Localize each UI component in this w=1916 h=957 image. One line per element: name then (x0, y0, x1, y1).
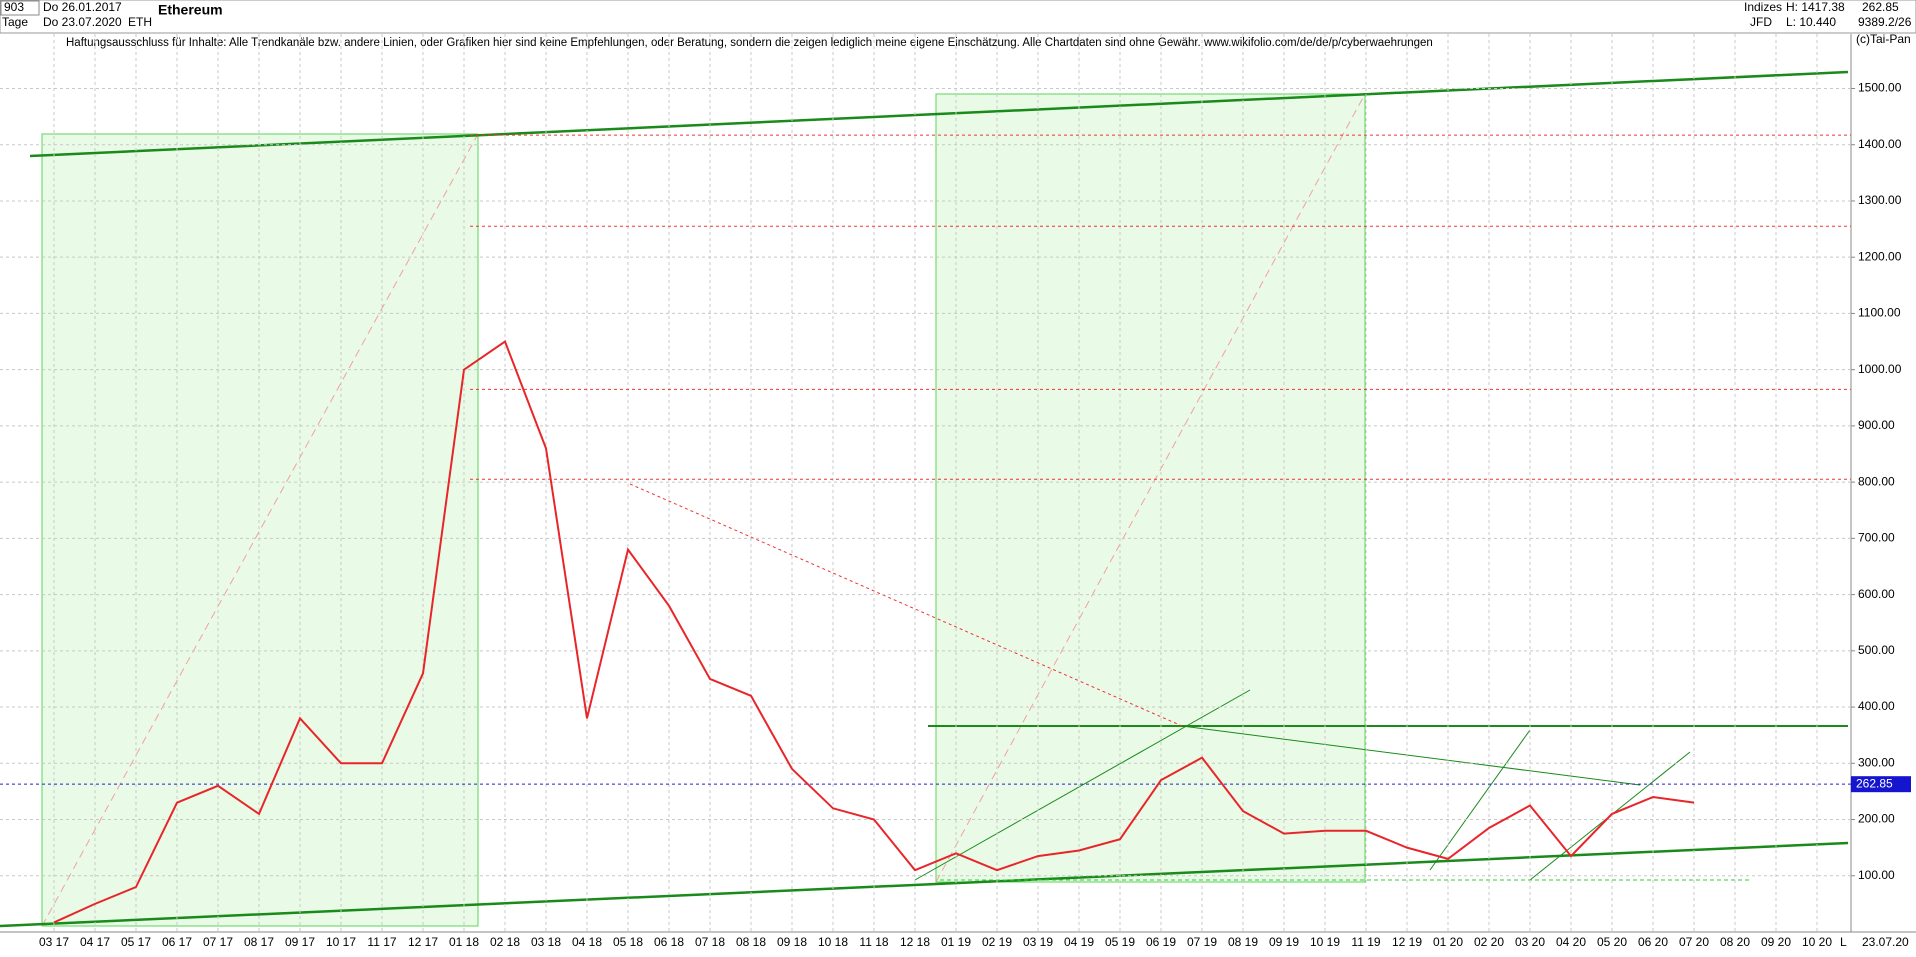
x-tick-label: 10 17 (326, 935, 356, 949)
y-tick-label: 600.00 (1858, 587, 1895, 601)
high: H: 1417.38 (1786, 0, 1845, 14)
x-tick-label: 07 19 (1187, 935, 1217, 949)
x-tick-label: 11 19 (1351, 935, 1380, 949)
id: 903 (4, 0, 24, 14)
last-price-box (1851, 776, 1911, 793)
x-tick-label: 04 20 (1556, 935, 1586, 949)
end-date: Do 23.07.2020 (43, 15, 122, 29)
x-tick-label: 05 19 (1105, 935, 1135, 949)
broker: JFD (1750, 15, 1772, 29)
axis-date: 23.07.20 (1862, 935, 1909, 949)
plot (0, 70, 1849, 928)
x-tick-label: 12 18 (900, 935, 930, 949)
x-tick-label: 06 19 (1146, 935, 1176, 949)
low: L: 10.440 (1786, 15, 1836, 29)
last-price-label: 262.85 (1856, 776, 1893, 790)
x-tick-label: 03 20 (1515, 935, 1545, 949)
x-tick-label: 01 19 (941, 935, 971, 949)
y-tick-label: 900.00 (1858, 418, 1895, 432)
header-bar (0, 0, 1916, 34)
trend-channel (0, 841, 1849, 928)
x-tick-label: 12 19 (1392, 935, 1422, 949)
trend-line (914, 689, 1251, 881)
x-tick-label: 12 17 (408, 935, 438, 949)
y-tick-label: 300.00 (1858, 755, 1895, 769)
start-date: Do 26.01.2017 (43, 0, 122, 14)
x-tick-label: 11 17 (367, 935, 396, 949)
x-tick-label: 05 20 (1597, 935, 1627, 949)
x-tick-label: 08 17 (244, 935, 274, 949)
group: Indizes (1744, 0, 1782, 14)
x-tick-label: 03 17 (39, 935, 69, 949)
trend-channel (29, 70, 1849, 158)
volume: 9389.2/26 (1858, 15, 1912, 29)
x-tick-label: 08 18 (736, 935, 766, 949)
x-tick-label: 02 18 (490, 935, 520, 949)
axis-mode: L (1840, 935, 1847, 949)
y-tick-label: 500.00 (1858, 643, 1895, 657)
y-tick-label: 200.00 (1858, 812, 1895, 826)
x-tick-label: 06 17 (162, 935, 192, 949)
x-tick-label: 08 20 (1720, 935, 1750, 949)
y-tick-label: 1000.00 (1858, 362, 1902, 376)
x-tick-label: 10 18 (818, 935, 848, 949)
x-tick-label: 10 20 (1802, 935, 1832, 949)
x-tick-label: 07 17 (203, 935, 233, 949)
instrument-name: Ethereum (158, 2, 223, 18)
y-tick-label: 800.00 (1858, 474, 1895, 488)
y-tick-label: 1200.00 (1858, 249, 1902, 263)
y-tick-label: 1100.00 (1858, 306, 1901, 320)
disclaimer: Haftungsausschluss für Inhalte: Alle Tre… (66, 37, 1433, 49)
trend-line (629, 483, 1183, 727)
diagonal (41, 133, 479, 927)
x-tick-label: 04 17 (80, 935, 110, 949)
x-tick-label: 09 18 (777, 935, 807, 949)
y-tick-label: 400.00 (1858, 699, 1895, 713)
x-tick-label: 04 19 (1064, 935, 1094, 949)
x-tick-label: 06 18 (654, 935, 684, 949)
x-tick-label: 01 20 (1433, 935, 1463, 949)
x-tick-label: 09 17 (285, 935, 315, 949)
x-tick-label: 01 18 (449, 935, 479, 949)
x-tick-label: 09 20 (1761, 935, 1791, 949)
x-tick-label: 05 17 (121, 935, 151, 949)
x-tick-label: 03 18 (531, 935, 561, 949)
y-tick-label: 1500.00 (1858, 81, 1902, 95)
x-tick-label: 02 20 (1474, 935, 1504, 949)
y-tick-label: 700.00 (1858, 531, 1895, 545)
y-tick-label: 1400.00 (1858, 137, 1902, 151)
period: Tage (2, 15, 28, 29)
trend-line (1429, 729, 1531, 871)
diagonal (935, 93, 1366, 883)
trend-line (1181, 725, 1641, 786)
x-tick-label: 04 18 (572, 935, 602, 949)
x-tick-label: 05 18 (613, 935, 643, 949)
x-tick-label: 03 19 (1023, 935, 1053, 949)
symbol: ETH (128, 15, 152, 29)
x-tick-label: 07 18 (695, 935, 725, 949)
x-tick-label: 06 20 (1638, 935, 1668, 949)
x-tick-label: 10 19 (1310, 935, 1340, 949)
x-tick-label: 02 19 (982, 935, 1012, 949)
price-line (53, 339, 1695, 924)
id-box[interactable] (0, 0, 40, 16)
x-tick-label: 08 19 (1228, 935, 1258, 949)
x-tick-label: 11 18 (859, 935, 888, 949)
y-tick-label: 100.00 (1858, 868, 1895, 882)
x-tick-label: 07 20 (1679, 935, 1709, 949)
last: 262.85 (1862, 0, 1899, 14)
copyright: (c)Tai-Pan (1856, 32, 1911, 46)
y-tick-label: 1300.00 (1858, 193, 1902, 207)
x-tick-label: 09 19 (1269, 935, 1299, 949)
